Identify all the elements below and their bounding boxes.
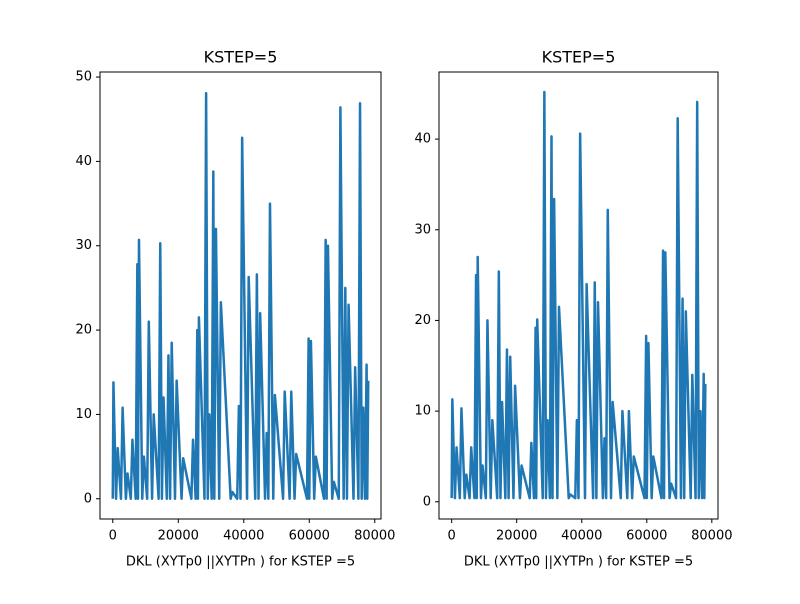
x-tick-label: 60000 xyxy=(626,529,667,544)
x-tick-label: 0 xyxy=(448,529,456,544)
y-tick-label: 0 xyxy=(423,494,431,509)
y-tick-label: 30 xyxy=(75,238,92,253)
y-tick-label: 0 xyxy=(84,491,92,506)
x-tick-label: 20000 xyxy=(496,529,537,544)
chart-title: KSTEP=5 xyxy=(204,48,278,67)
y-tick-label: 40 xyxy=(414,132,431,147)
x-tick-label: 40000 xyxy=(561,529,602,544)
x-tick-label: 60000 xyxy=(289,529,330,544)
y-tick-label: 10 xyxy=(75,407,92,422)
x-axis-label: DKL (XYTp0 ||XYTPn ) for KSTEP =5 xyxy=(464,555,693,570)
x-tick-label: 20000 xyxy=(158,529,199,544)
y-tick-label: 40 xyxy=(75,154,92,169)
x-tick-label: 80000 xyxy=(691,529,732,544)
y-tick-label: 10 xyxy=(414,404,431,419)
data-line xyxy=(111,91,370,501)
chart-title: KSTEP=5 xyxy=(542,48,616,67)
x-axis-label: DKL (XYTp0 ||XYTPn ) for KSTEP =5 xyxy=(126,555,355,570)
data-line xyxy=(450,90,707,500)
y-tick-label: 20 xyxy=(414,313,431,328)
x-tick-label: 0 xyxy=(109,529,117,544)
y-tick-label: 20 xyxy=(75,323,92,338)
y-tick-label: 30 xyxy=(414,222,431,237)
y-tick-label: 50 xyxy=(75,70,92,85)
axes-frame xyxy=(438,71,719,520)
axes-frame xyxy=(99,71,382,520)
x-tick-label: 80000 xyxy=(354,529,395,544)
x-tick-label: 40000 xyxy=(223,529,264,544)
